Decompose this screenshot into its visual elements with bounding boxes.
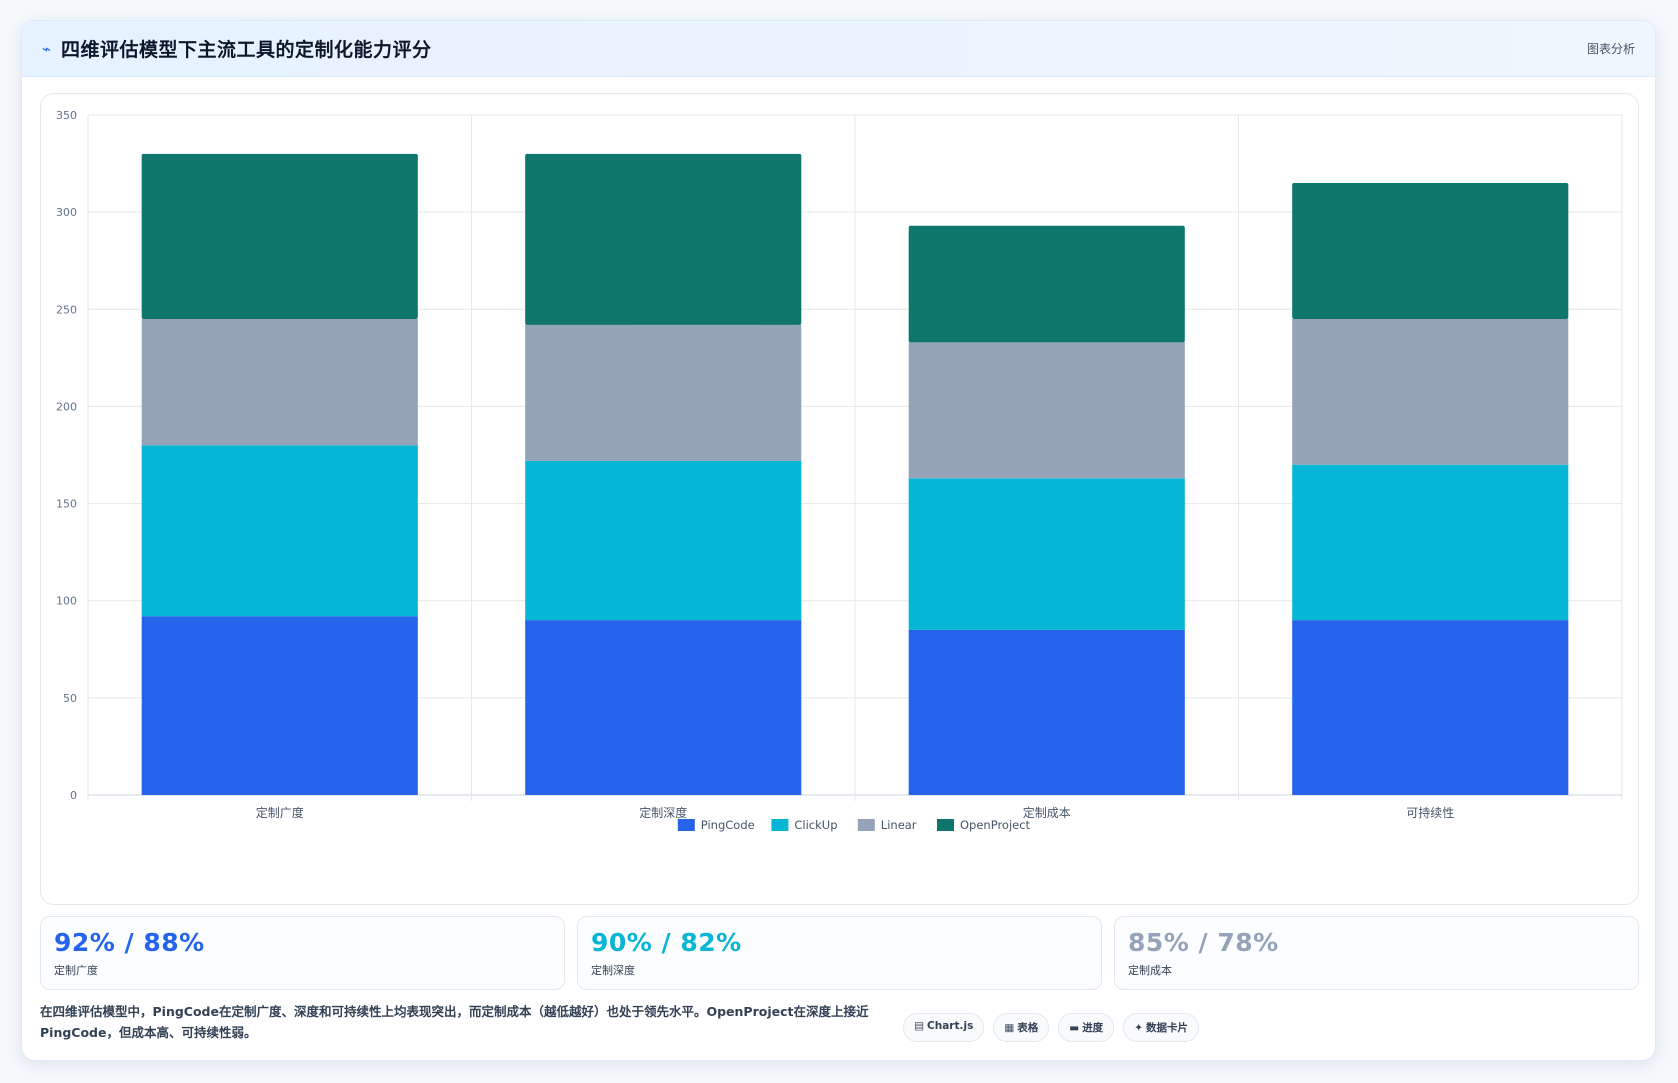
stats-row: 92% / 88% 定制广度 90% / 82% 定制深度 85% / 78% … [40, 916, 1639, 990]
y-tick-label: 0 [70, 789, 77, 802]
tag-label: 数据卡片 [1146, 1022, 1188, 1034]
title-wrap: ⌁ 四维评估模型下主流工具的定制化能力评分 [42, 35, 432, 62]
chart-line-icon: ⌁ [42, 39, 52, 58]
header-tag: 图表分析 [1586, 42, 1635, 56]
bar-segment [1292, 183, 1569, 319]
legend-swatch [677, 819, 695, 831]
table-icon: ▦ [1004, 1022, 1015, 1034]
stat-value: 85% / 78% [1128, 928, 1279, 957]
progress-icon: ▬ [1069, 1022, 1080, 1034]
stacked-bar-chart: 0 50 100 150 200 250 300 350 定制广度 定制深度 定制成本 可持续性 Pin… [56, 109, 1623, 832]
y-tick-label: 100 [56, 595, 77, 608]
legend-label: OpenProject [960, 818, 1031, 832]
stat-label: 定制广度 [54, 964, 98, 977]
stat-label: 定制深度 [591, 964, 635, 977]
bar-segment [141, 153, 418, 319]
bar-segment [525, 620, 802, 795]
legend-swatch [937, 819, 954, 831]
tag-chartjs[interactable]: ▤ Chart.js [903, 1013, 985, 1042]
bar-segment [908, 629, 1185, 795]
stat-value: 92% / 88% [54, 928, 205, 957]
bar-segment [908, 225, 1185, 343]
x-tick-label: 可持续性 [1406, 805, 1454, 820]
y-tick-label: 250 [56, 303, 77, 316]
legend-label: PingCode [701, 818, 755, 832]
bar-segment [141, 319, 418, 446]
tag-label: 进度 [1082, 1022, 1104, 1034]
sparkle-icon: ✦ [1134, 1022, 1143, 1034]
tag-label: Chart.js [927, 1020, 974, 1032]
stat-card: 90% / 82% 定制深度 [577, 916, 1102, 990]
tag-list: ▤ Chart.js ▦ 表格 ▬ 进度 ✦ 数据卡片 [903, 1013, 1199, 1042]
bar-segment [1292, 319, 1569, 465]
stat-label: 定制成本 [1128, 964, 1172, 977]
chart-card: ⌁ 四维评估模型下主流工具的定制化能力评分 图表分析 0 50 100 150 200 2… [21, 20, 1656, 1061]
y-tick-label: 200 [56, 400, 77, 413]
legend-swatch [857, 819, 875, 831]
y-tick-label: 300 [56, 206, 77, 219]
tag-table[interactable]: ▦ 表格 [993, 1013, 1050, 1042]
stat-value: 90% / 82% [591, 928, 742, 957]
chart-icon: ▤ [914, 1020, 925, 1032]
tag-label: 表格 [1017, 1022, 1039, 1034]
bar-segment [525, 153, 802, 325]
x-tick-label: 定制广度 [256, 805, 304, 820]
x-tick-label: 定制深度 [639, 805, 687, 820]
card-header: ⌁ 四维评估模型下主流工具的定制化能力评分 图表分析 [22, 21, 1655, 77]
bar-segment [1292, 464, 1569, 621]
x-tick-label: 定制成本 [1023, 805, 1071, 820]
y-tick-label: 350 [56, 109, 77, 122]
bar-segment [525, 324, 802, 461]
tag-data-card[interactable]: ✦ 数据卡片 [1123, 1013, 1199, 1042]
y-tick-label: 50 [63, 692, 77, 705]
legend-label: Linear [881, 818, 917, 832]
footer: 在四维评估模型中，PingCode在定制广度、深度和可持续性上均表现突出，而定制… [40, 1001, 1639, 1051]
bar-segment [1292, 620, 1569, 795]
bar-segment [141, 616, 418, 795]
summary-text: 在四维评估模型中，PingCode在定制广度、深度和可持续性上均表现突出，而定制… [40, 1004, 869, 1040]
bar-segment [908, 478, 1185, 630]
bar-segment [141, 445, 418, 617]
bar-segment [525, 460, 802, 621]
page-title: 四维评估模型下主流工具的定制化能力评分 [61, 39, 432, 61]
legend-label: ClickUp [794, 818, 837, 832]
bar-segment [908, 342, 1185, 479]
stat-card: 85% / 78% 定制成本 [1114, 916, 1639, 990]
tag-progress[interactable]: ▬ 进度 [1058, 1013, 1115, 1042]
stat-card: 92% / 88% 定制广度 [40, 916, 565, 990]
chart-area: 0 50 100 150 200 250 300 350 定制广度 定制深度 定制成本 可持续性 Pin… [40, 93, 1639, 905]
legend-swatch [771, 819, 789, 831]
y-tick-label: 150 [56, 498, 77, 511]
